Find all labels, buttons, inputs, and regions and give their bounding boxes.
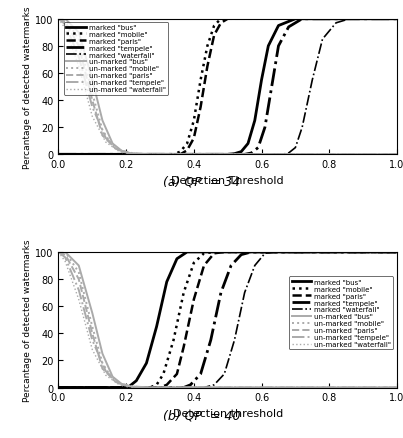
Text: (a) QP  = 34: (a) QP = 34 bbox=[163, 175, 240, 187]
Legend: marked "bus", marked "mobile", marked "paris", marked "tempele", marked "waterfa: marked "bus", marked "mobile", marked "p… bbox=[289, 277, 393, 350]
Legend: marked "bus", marked "mobile", marked "paris", marked "tempele", marked "waterfa: marked "bus", marked "mobile", marked "p… bbox=[64, 22, 168, 95]
Text: (b) QP  = 40: (b) QP = 40 bbox=[163, 409, 240, 422]
Y-axis label: Percantage of detected watermarks: Percantage of detected watermarks bbox=[23, 239, 32, 401]
X-axis label: Detection threshold: Detection threshold bbox=[172, 408, 283, 418]
Y-axis label: Percantage of detected watermarks: Percantage of detected watermarks bbox=[23, 6, 32, 168]
X-axis label: Detection Threshold: Detection Threshold bbox=[171, 175, 284, 185]
